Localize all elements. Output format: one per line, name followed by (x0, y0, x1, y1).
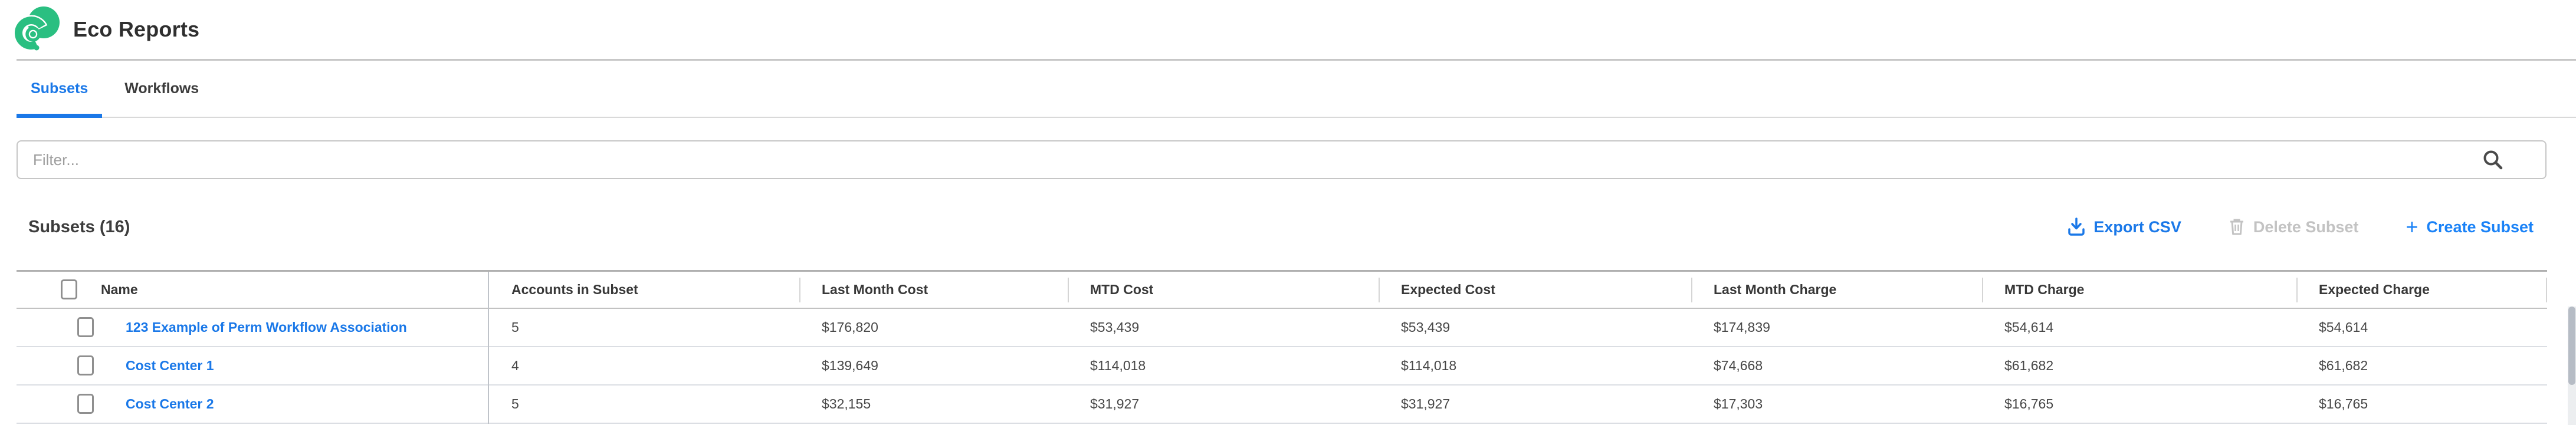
eco-reports-logo-icon (12, 6, 61, 52)
delete-subset-label: Delete Subset (2253, 218, 2359, 236)
last-month-charge-cell: $74,668 (1714, 357, 1763, 373)
page-title: Eco Reports (73, 17, 200, 41)
select-all-checkbox[interactable] (61, 279, 77, 300)
subset-name-link[interactable]: Cost Center 1 (126, 357, 214, 373)
last-month-cost-cell: $139,649 (822, 357, 878, 373)
column-header-mtd-charge[interactable]: MTD Charge (1982, 271, 2296, 308)
delete-subset-button[interactable]: Delete Subset (2229, 218, 2359, 236)
create-subset-button[interactable]: + Create Subset (2406, 216, 2534, 238)
trash-icon (2229, 218, 2245, 236)
filter-bar (17, 140, 2547, 179)
toolbar-actions: Export CSV Delete Subset + Create Subset (2068, 216, 2534, 238)
subsets-count-heading: Subsets (16) (28, 217, 130, 236)
column-header-last-month-charge[interactable]: Last Month Charge (1691, 271, 1982, 308)
header-divider (17, 59, 2576, 61)
tab-workflows-label: Workflows (124, 80, 199, 97)
expected-charge-cell: $16,765 (2319, 396, 2368, 411)
mtd-cost-cell: $53,439 (1090, 319, 1140, 335)
last-month-charge-cell: $17,303 (1714, 396, 1763, 411)
tab-bar: Subsets Workflows (17, 61, 2576, 118)
download-icon (2068, 218, 2085, 236)
tab-subsets[interactable]: Subsets (17, 61, 103, 118)
column-header-last-month-cost[interactable]: Last Month Cost (799, 271, 1068, 308)
filter-input[interactable] (17, 140, 2547, 179)
mtd-charge-cell: $54,614 (2004, 319, 2054, 335)
mtd-charge-cell: $16,765 (2004, 396, 2054, 411)
last-month-cost-cell: $32,155 (822, 396, 871, 411)
subsets-toolbar: Subsets (16) Export CSV (28, 209, 2534, 245)
expected-cost-cell: $114,018 (1401, 357, 1457, 373)
column-header-expected-charge[interactable]: Expected Charge (2296, 271, 2547, 308)
row-checkbox[interactable] (77, 394, 94, 414)
app-header: Eco Reports (0, 0, 2576, 59)
column-header-name[interactable]: Name (17, 271, 489, 308)
table-row: 123 Example of Perm Workflow Association… (17, 308, 2547, 347)
tab-subsets-label: Subsets (31, 80, 88, 97)
table-row: Cost Center 1 4 $139,649 $114,018 $114,0… (17, 346, 2547, 385)
row-checkbox[interactable] (77, 355, 94, 375)
mtd-cost-cell: $114,018 (1090, 357, 1146, 373)
table-row: Cost Center 2 5 $32,155 $31,927 $31,927 … (17, 384, 2547, 423)
expected-cost-cell: $53,439 (1401, 319, 1451, 335)
create-subset-label: Create Subset (2426, 218, 2534, 236)
last-month-cost-cell: $176,820 (822, 319, 878, 335)
mtd-charge-cell: $61,682 (2004, 357, 2054, 373)
row-checkbox[interactable] (77, 317, 94, 337)
mtd-cost-cell: $31,927 (1090, 396, 1140, 411)
subset-name-link[interactable]: 123 Example of Perm Workflow Association (126, 319, 407, 335)
column-header-name-label: Name (101, 281, 138, 297)
subset-name-link[interactable]: Cost Center 2 (126, 396, 214, 411)
search-icon (2482, 149, 2504, 171)
vertical-scrollbar[interactable] (2568, 307, 2576, 425)
tab-workflows[interactable]: Workflows (110, 61, 213, 117)
scrollbar-thumb[interactable] (2568, 307, 2575, 385)
plus-icon: + (2406, 215, 2419, 239)
accounts-cell: 5 (511, 319, 519, 335)
column-header-accounts[interactable]: Accounts in Subset (511, 281, 638, 297)
subsets-table: Name Accounts in Subset Last Month Cost … (17, 270, 2547, 424)
expected-cost-cell: $31,927 (1401, 396, 1451, 411)
accounts-cell: 5 (511, 396, 519, 411)
accounts-cell: 4 (511, 357, 519, 373)
table-header-row: Name Accounts in Subset Last Month Cost … (17, 271, 2547, 308)
column-header-expected-cost[interactable]: Expected Cost (1379, 271, 1691, 308)
export-csv-label: Export CSV (2093, 218, 2181, 236)
last-month-charge-cell: $174,839 (1714, 319, 1770, 335)
export-csv-button[interactable]: Export CSV (2068, 218, 2181, 236)
column-header-mtd-cost[interactable]: MTD Cost (1068, 271, 1379, 308)
expected-charge-cell: $54,614 (2319, 319, 2368, 335)
expected-charge-cell: $61,682 (2319, 357, 2368, 373)
